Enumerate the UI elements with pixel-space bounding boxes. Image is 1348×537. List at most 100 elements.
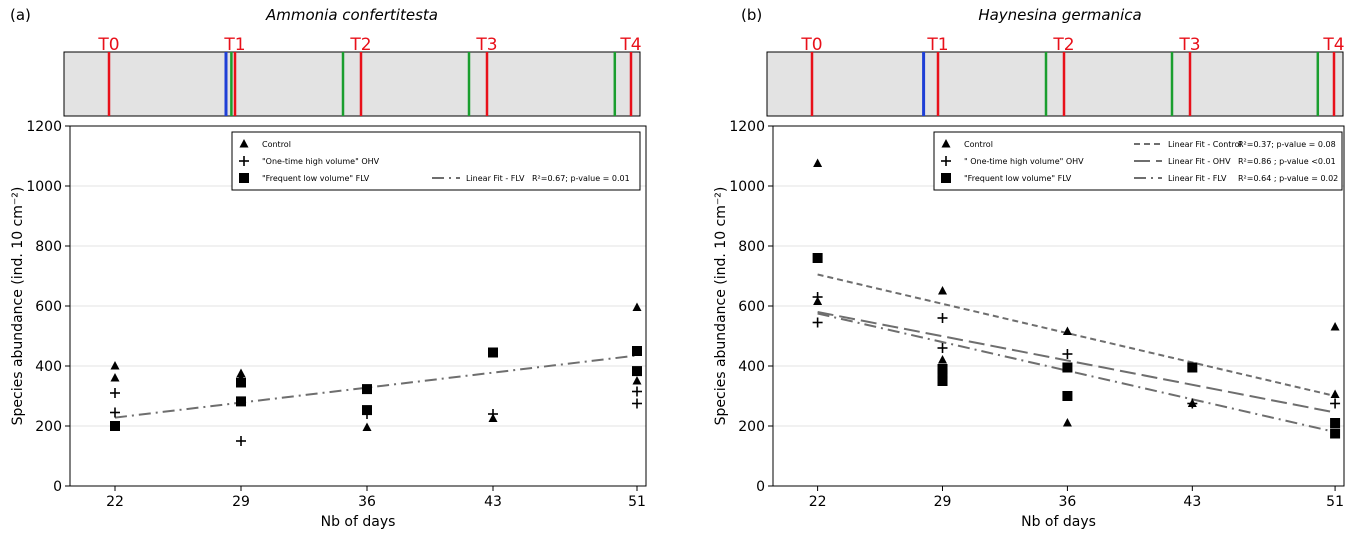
x-tick-label: 43 — [1183, 494, 1201, 510]
chart-panel-b: (b) Haynesina germanica T0 T1 T2 T3 T4 0 200 400 6… — [713, 6, 1345, 530]
fit-line — [817, 273, 1336, 397]
data-point-square — [632, 346, 642, 356]
x-tick-label: 43 — [484, 494, 502, 510]
legend-fit-label: Linear Fit - OHV — [1168, 157, 1231, 166]
timeline-label: T2 — [349, 35, 371, 55]
panel-label: (b) — [741, 6, 762, 24]
data-point-triangle — [1062, 418, 1072, 427]
x-axis-title: Nb of days — [321, 514, 396, 530]
x-tick-label: 22 — [106, 494, 124, 510]
legend-fit-label: Linear Fit - FLV — [1168, 174, 1227, 183]
data-point-triangle — [938, 286, 948, 295]
data-point-square — [812, 253, 823, 263]
y-tick-label: 800 — [738, 239, 765, 255]
data-point-plus — [1187, 398, 1198, 409]
y-tick-label: 1200 — [729, 119, 765, 135]
data-point-square — [632, 366, 642, 377]
data-point-square — [362, 405, 372, 416]
data-point-plus — [110, 388, 120, 398]
chart-title: Haynesina germanica — [978, 6, 1141, 24]
y-tick-label: 600 — [738, 299, 765, 315]
legend-series-label: " One-time high volume" OHV — [964, 157, 1084, 166]
data-point-square — [937, 368, 948, 379]
legend-series-label: "Frequent low volume" FLV — [262, 174, 370, 183]
data-point-plus — [812, 292, 823, 302]
timeline-bar — [63, 51, 641, 117]
timeline-label: T2 — [1052, 35, 1074, 55]
data-point-square — [1330, 428, 1341, 439]
fit-line — [817, 311, 1336, 414]
data-point-triangle — [1330, 389, 1340, 398]
timeline-label: T4 — [619, 35, 641, 55]
timeline-label: T0 — [97, 35, 119, 55]
fit-line — [817, 312, 1336, 433]
timeline-label: T3 — [475, 35, 497, 55]
legend-fit-label: Linear Fit - Control — [1168, 140, 1242, 149]
timeline-label: T3 — [1178, 35, 1200, 55]
data-point-plus — [1330, 398, 1341, 409]
chart-panel-a: (a) Ammonia confertitesta T0 T1 T2 T3 T4 0 200 40… — [10, 6, 647, 530]
x-tick-label: 29 — [232, 494, 250, 510]
y-tick-label: 1200 — [26, 119, 62, 135]
timeline-label: T4 — [1322, 35, 1344, 55]
data-point-square — [110, 421, 120, 431]
y-tick-label: 400 — [738, 359, 765, 375]
x-tick-label: 51 — [628, 494, 646, 510]
timeline-label: T1 — [223, 35, 245, 55]
legend-marker — [239, 156, 249, 166]
data-point-triangle — [236, 368, 246, 377]
data-point-plus — [812, 317, 823, 328]
legend-series-label: Control — [262, 140, 291, 149]
data-point-square — [1187, 362, 1198, 373]
x-tick-label: 36 — [358, 494, 376, 510]
timeline-label: T1 — [926, 35, 948, 55]
y-tick-label: 0 — [756, 479, 765, 495]
y-tick-label: 200 — [738, 419, 765, 435]
data-point-plus — [632, 398, 642, 409]
data-point-triangle — [632, 376, 642, 385]
legend-fit-stats: R²=0.67; p-value = 0.01 — [532, 174, 630, 183]
data-point-square — [236, 377, 246, 388]
data-point-plus — [110, 407, 120, 418]
legend-marker — [941, 156, 951, 166]
x-tick-label: 36 — [1059, 494, 1077, 510]
x-tick-label: 29 — [934, 494, 952, 510]
timeline-bar — [766, 51, 1344, 117]
legend-marker — [941, 139, 951, 148]
data-point-triangle — [632, 302, 642, 311]
data-point-square — [488, 347, 498, 358]
data-point-triangle — [110, 361, 120, 370]
data-point-plus — [632, 386, 642, 397]
legend-fit-stats: R²=0.64 ; p-value = 0.02 — [1238, 174, 1338, 183]
data-point-triangle — [362, 422, 372, 431]
data-point-plus — [1062, 349, 1073, 359]
legend-series-label: "One-time high volume" OHV — [262, 157, 380, 166]
data-point-square — [1062, 391, 1073, 401]
y-tick-label: 200 — [35, 419, 62, 435]
data-point-plus — [937, 343, 948, 353]
y-axis-title: Species abundance (ind. 10 cm⁻²) — [713, 187, 729, 426]
data-point-triangle — [110, 373, 120, 382]
data-point-triangle — [1062, 326, 1072, 335]
data-point-square — [1330, 418, 1341, 428]
data-point-triangle — [938, 355, 948, 364]
data-point-square — [362, 384, 372, 395]
y-tick-label: 1000 — [729, 179, 765, 195]
y-tick-label: 1000 — [26, 179, 62, 195]
data-point-square — [1062, 362, 1073, 373]
data-point-plus — [236, 436, 246, 446]
data-point-plus — [488, 409, 498, 419]
y-tick-label: 0 — [53, 479, 62, 495]
timeline-label: T0 — [800, 35, 822, 55]
x-axis-title: Nb of days — [1021, 514, 1096, 530]
fit-line — [114, 354, 638, 419]
legend-marker — [239, 139, 249, 148]
chart-title: Ammonia confertitesta — [265, 6, 438, 24]
legend-marker — [239, 173, 249, 183]
legend-fit-label: Linear Fit - FLV — [466, 174, 525, 183]
y-tick-label: 400 — [35, 359, 62, 375]
legend-fit-stats: R²=0.37; p-value = 0.08 — [1238, 140, 1336, 149]
data-point-triangle — [813, 158, 823, 167]
data-point-square — [937, 376, 948, 386]
x-tick-label: 51 — [1326, 494, 1344, 510]
